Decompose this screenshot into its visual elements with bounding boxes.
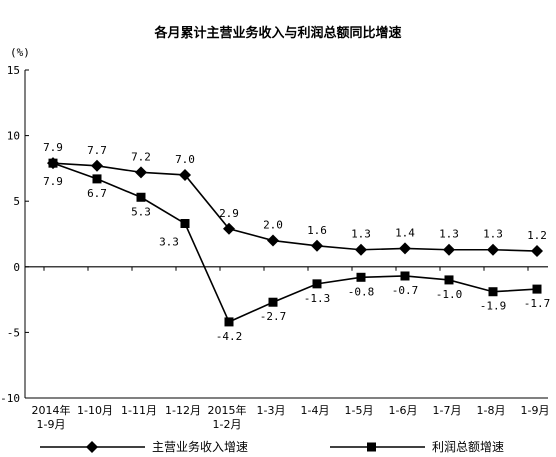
data-label-profit: 6.7 xyxy=(87,187,107,200)
point-profit xyxy=(48,158,58,168)
data-label-revenue: 1.3 xyxy=(439,228,459,241)
point-revenue xyxy=(267,234,279,247)
data-label-revenue: 1.6 xyxy=(307,224,327,237)
y-tick-label: 0 xyxy=(13,261,20,274)
data-label-revenue: 1.2 xyxy=(527,229,547,242)
point-profit xyxy=(180,219,190,229)
point-profit xyxy=(444,275,454,285)
chart-title: 各月累计主营业务收入与利润总额同比增速 xyxy=(153,25,401,41)
x-tick-label: 1-9月 xyxy=(521,404,550,417)
x-tick-label: 1-8月 xyxy=(477,404,506,417)
point-revenue xyxy=(443,243,455,256)
x-tick-label: 1-3月 xyxy=(257,404,286,417)
data-label-revenue: 1.3 xyxy=(351,228,371,241)
y-tick-label: -10 xyxy=(0,392,20,405)
legend-label-revenue: 主营业务收入增速 xyxy=(152,439,248,454)
point-profit xyxy=(488,287,498,297)
y-tick-label: 10 xyxy=(7,130,20,143)
data-label-revenue: 2.9 xyxy=(219,207,239,220)
x-tick-label: 1-12月 xyxy=(165,404,201,417)
legend-marker-profit xyxy=(367,442,376,452)
y-tick-labels: 15 10 5 0 -5 -10 xyxy=(0,64,20,405)
data-label-profit: 7.9 xyxy=(43,175,63,188)
x-tick-label: 2014年 xyxy=(32,403,71,417)
point-profit xyxy=(268,297,278,307)
series-line-profit xyxy=(52,162,538,323)
point-profit xyxy=(224,317,234,327)
x-tick-label: 2015年 xyxy=(208,403,247,417)
data-label-revenue: 7.0 xyxy=(175,153,195,166)
data-label-revenue: 1.3 xyxy=(483,228,503,241)
point-revenue xyxy=(355,243,367,256)
point-revenue xyxy=(531,245,543,258)
data-label-revenue: 2.0 xyxy=(263,219,283,232)
data-label-revenue: 1.4 xyxy=(395,226,415,239)
data-label-profit: -4.2 xyxy=(216,330,243,343)
legend: 主营业务收入增速 利润总额增速 xyxy=(40,439,504,454)
point-revenue xyxy=(179,168,191,181)
x-tick-label: 1-10月 xyxy=(77,404,113,417)
point-revenue xyxy=(399,242,411,255)
point-revenue xyxy=(311,239,323,252)
data-label-profit: 3.3 xyxy=(159,236,179,249)
data-label-profit: -1.0 xyxy=(436,288,463,301)
y-tick-label: -5 xyxy=(7,326,20,339)
x-tick-label: 1-5月 xyxy=(345,404,374,417)
data-label-profit: -0.7 xyxy=(392,284,419,297)
data-label-revenue: 7.2 xyxy=(131,150,151,163)
y-axis-unit: (%) xyxy=(10,46,30,59)
point-profit xyxy=(356,272,366,282)
data-label-revenue: 7.7 xyxy=(87,144,107,157)
point-revenue xyxy=(487,243,499,256)
point-profit xyxy=(532,284,542,294)
point-profit xyxy=(312,279,322,289)
data-label-profit: -1.7 xyxy=(524,297,551,310)
series-line-revenue xyxy=(52,162,538,252)
data-label-revenue: 7.9 xyxy=(43,141,63,154)
series-group xyxy=(47,157,543,327)
data-labels: 7.9 7.7 7.2 7.0 2.9 2.0 1.6 1.3 1.4 1.3 1.3 1.2 7.9 6… xyxy=(43,141,550,343)
x-tick-label: 1-7月 xyxy=(433,404,462,417)
x-tick-label: 1-6月 xyxy=(389,404,418,417)
data-label-profit: -2.7 xyxy=(260,310,287,323)
x-tick-label: 1-2月 xyxy=(213,418,242,431)
point-revenue xyxy=(223,222,235,235)
data-label-profit: -1.9 xyxy=(480,300,507,313)
data-label-profit: -1.3 xyxy=(304,292,331,305)
y-tick-label: 15 xyxy=(7,64,20,77)
point-revenue xyxy=(135,166,147,179)
x-tick-label: 1-4月 xyxy=(301,404,330,417)
point-profit xyxy=(400,271,410,281)
legend-label-profit: 利润总额增速 xyxy=(432,440,504,454)
data-label-profit: -0.8 xyxy=(348,285,375,298)
point-profit xyxy=(92,174,102,184)
point-profit xyxy=(136,192,146,202)
x-tick-label: 1-11月 xyxy=(121,404,157,417)
y-tick-label: 5 xyxy=(13,195,20,208)
point-revenue xyxy=(91,159,103,172)
axes xyxy=(24,69,548,399)
data-label-profit: 5.3 xyxy=(131,205,151,218)
x-tick-label: 1-9月 xyxy=(37,418,66,431)
legend-marker-revenue xyxy=(86,441,98,453)
